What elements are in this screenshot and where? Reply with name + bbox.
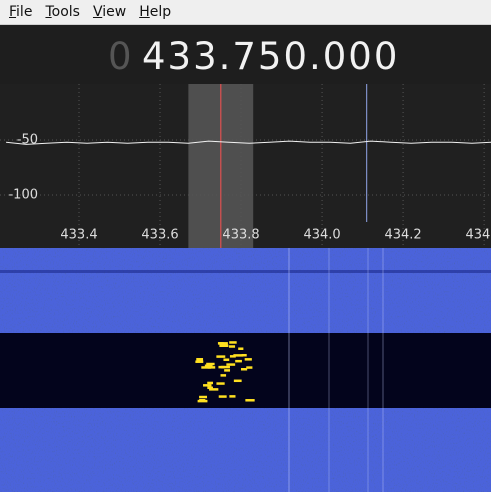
- menu-item[interactable]: Help: [139, 4, 172, 20]
- waterfall: [0, 248, 491, 492]
- menu-item[interactable]: File: [9, 4, 33, 20]
- signal-burst: [207, 381, 214, 385]
- signal-burst: [235, 359, 242, 363]
- signal-burst: [206, 362, 215, 366]
- signal-burst: [218, 395, 227, 398]
- signal-burst: [229, 341, 237, 344]
- signal-burst: [219, 344, 229, 348]
- signal-burst: [229, 355, 236, 358]
- signal-burst: [207, 366, 216, 369]
- signal-burst: [233, 379, 242, 383]
- frequency-value[interactable]: 433.750.000: [142, 35, 400, 78]
- signal-burst: [196, 358, 204, 361]
- x-tick-label: 433.8: [222, 228, 259, 243]
- signal-burst: [244, 358, 252, 361]
- signal-burst: [195, 360, 204, 363]
- signal-burst: [224, 369, 231, 372]
- signal-burst: [216, 382, 225, 385]
- signal-burst: [217, 342, 228, 345]
- signal-burst: [238, 347, 244, 350]
- signal-burst: [204, 364, 213, 368]
- signal-burst: [218, 365, 225, 369]
- signal-burst: [209, 388, 219, 391]
- signal-burst: [199, 395, 208, 399]
- signal-burst: [220, 374, 227, 377]
- signal-burst: [201, 366, 212, 369]
- x-tick-label: 433.6: [141, 228, 178, 243]
- x-tick-label: 434.2: [384, 228, 421, 243]
- signal-burst: [207, 386, 213, 390]
- signal-burst: [203, 384, 212, 387]
- x-tick-label: 434.0: [303, 228, 340, 243]
- signal-burst: [226, 363, 236, 366]
- y-tick-label: -100: [8, 188, 38, 203]
- plot-background: [0, 84, 491, 248]
- signal-burst: [245, 399, 255, 402]
- signal-burst: [240, 368, 248, 371]
- signal-burst: [246, 366, 253, 369]
- signal-burst: [229, 395, 236, 398]
- menu-item[interactable]: View: [92, 4, 127, 20]
- spectrum-plot: 433.4 433.6 433.8 434.0 434.2 434.4 -50 -100: [0, 84, 491, 248]
- waterfall-streak: [0, 270, 491, 273]
- menu-item[interactable]: Tools: [45, 4, 80, 20]
- signal-burst: [228, 345, 236, 348]
- spectrum-trace: [6, 140, 491, 145]
- menu-bar: File Tools View Help: [0, 0, 491, 25]
- frequency-prefix: 0: [108, 35, 134, 78]
- x-tick-label: 433.4: [60, 228, 97, 243]
- frequency-display: 0 433.750.000: [0, 25, 491, 84]
- signal-burst: [220, 365, 230, 369]
- y-tick-label: -50: [17, 133, 38, 148]
- signal-burst: [216, 355, 226, 358]
- signal-burst: [233, 354, 244, 357]
- signal-burst: [241, 353, 247, 357]
- x-tick-label: 434.4: [466, 228, 491, 243]
- signal-burst: [199, 398, 206, 402]
- signal-burst: [223, 358, 230, 361]
